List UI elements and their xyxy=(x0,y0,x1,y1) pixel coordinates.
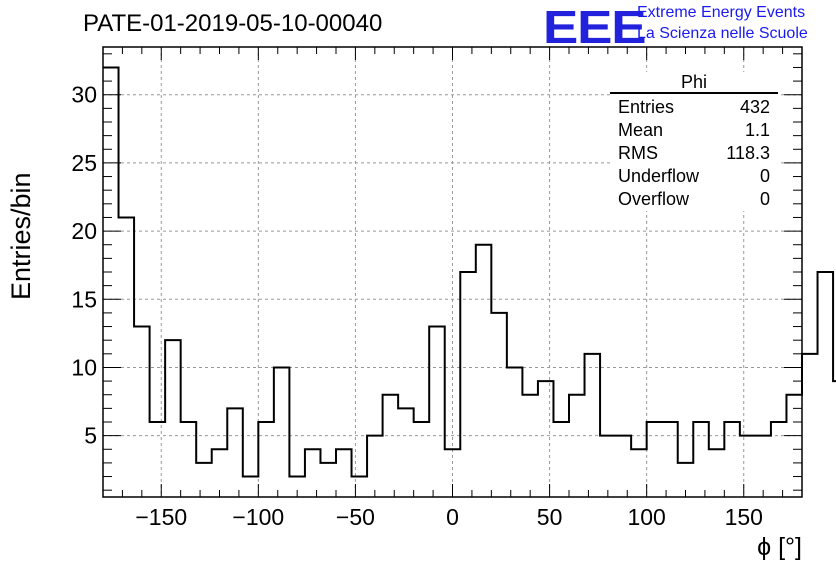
histogram-bin xyxy=(367,436,383,497)
histogram-bin xyxy=(460,272,476,497)
stats-label: Underflow xyxy=(618,166,700,186)
histogram-bin xyxy=(258,422,274,497)
histogram-bin xyxy=(103,67,119,497)
histogram-bin xyxy=(709,449,725,497)
histogram-bin xyxy=(320,463,336,497)
histogram-bin xyxy=(196,463,212,497)
eee-logo: EEE xyxy=(543,1,647,53)
histogram-bin xyxy=(398,408,414,497)
x-tick-label: −100 xyxy=(232,504,284,530)
histogram-bin xyxy=(755,436,771,497)
stats-label: Entries xyxy=(618,97,675,117)
stats-row-rms: RMS 118.3 xyxy=(610,142,778,165)
x-tick-label: 100 xyxy=(627,504,665,530)
y-axis-label: Entries/bin xyxy=(6,172,36,300)
histogram-bin xyxy=(802,354,818,497)
stats-title: Phi xyxy=(610,72,778,94)
histogram-bin xyxy=(724,422,740,497)
stats-label: RMS xyxy=(618,143,658,163)
histogram-bin xyxy=(786,395,802,497)
histogram-bin xyxy=(491,313,507,497)
histogram-bin xyxy=(429,327,445,497)
x-tick-label: 50 xyxy=(537,504,563,530)
histogram-bin xyxy=(212,449,228,497)
stats-label: Overflow xyxy=(618,189,690,209)
histogram-bin xyxy=(119,217,135,497)
logo-line-2: La Scienza nelle Scuole xyxy=(637,25,808,42)
stats-row-underflow: Underflow 0 xyxy=(610,165,778,188)
y-tick-label: 30 xyxy=(71,82,97,108)
histogram-bin xyxy=(227,408,243,497)
stats-row-entries: Entries 432 xyxy=(610,96,778,119)
histogram-bin xyxy=(585,354,601,497)
histogram-bin xyxy=(352,477,368,497)
histogram-bin xyxy=(740,436,756,497)
histogram-line xyxy=(103,66,836,478)
histogram-bin xyxy=(476,245,492,497)
histogram-bin xyxy=(647,422,663,497)
histogram-bin xyxy=(243,477,259,497)
logo-line-1: Extreme Energy Events xyxy=(637,4,806,21)
y-tick-label: 15 xyxy=(71,286,97,312)
x-tick-label: 0 xyxy=(446,504,459,530)
stats-box: Phi Entries 432 Mean 1.1 RMS 118.3 Under… xyxy=(610,72,778,211)
histogram-bin xyxy=(538,381,554,497)
histogram-bin xyxy=(134,327,150,497)
histogram-bin xyxy=(631,449,647,497)
histogram-bin xyxy=(553,422,569,497)
y-tick-label: 25 xyxy=(71,150,97,176)
stats-row-overflow: Overflow 0 xyxy=(610,188,778,211)
histogram-bin xyxy=(600,436,616,497)
histogram-bin xyxy=(569,395,585,497)
stats-value: 0 xyxy=(759,189,770,209)
histogram-bin xyxy=(522,395,538,497)
stats-value: 432 xyxy=(739,97,770,117)
x-tick-label: −50 xyxy=(336,504,375,530)
y-tick-label: 10 xyxy=(71,354,97,380)
histogram-bin xyxy=(818,272,834,497)
histogram-bin xyxy=(771,422,787,497)
y-tick-label: 5 xyxy=(84,423,97,449)
histogram-bin xyxy=(336,449,352,497)
histogram-bin xyxy=(693,422,709,497)
histogram-bin xyxy=(383,395,399,497)
histogram-bin xyxy=(274,367,290,497)
histogram-bin xyxy=(305,449,321,497)
histogram-bin xyxy=(616,436,632,497)
stats-row-mean: Mean 1.1 xyxy=(610,119,778,142)
stats-value: 0 xyxy=(759,166,770,186)
x-axis-label: ϕ [°] xyxy=(757,533,802,561)
histogram-bin xyxy=(165,340,181,497)
x-tick-label: 150 xyxy=(725,504,763,530)
histogram-bin xyxy=(181,422,197,497)
chart-title: PATE-01-2019-05-10-00040 xyxy=(83,10,383,37)
histogram-bin xyxy=(507,367,523,497)
stats-label: Mean xyxy=(618,120,664,140)
histogram-bin xyxy=(662,422,678,497)
stats-value: 1.1 xyxy=(744,120,770,140)
histogram-bin xyxy=(150,422,166,497)
x-tick-label: −150 xyxy=(135,504,187,530)
stats-value: 118.3 xyxy=(726,143,770,163)
y-tick-label: 20 xyxy=(71,218,97,244)
histogram-bin xyxy=(414,422,430,497)
